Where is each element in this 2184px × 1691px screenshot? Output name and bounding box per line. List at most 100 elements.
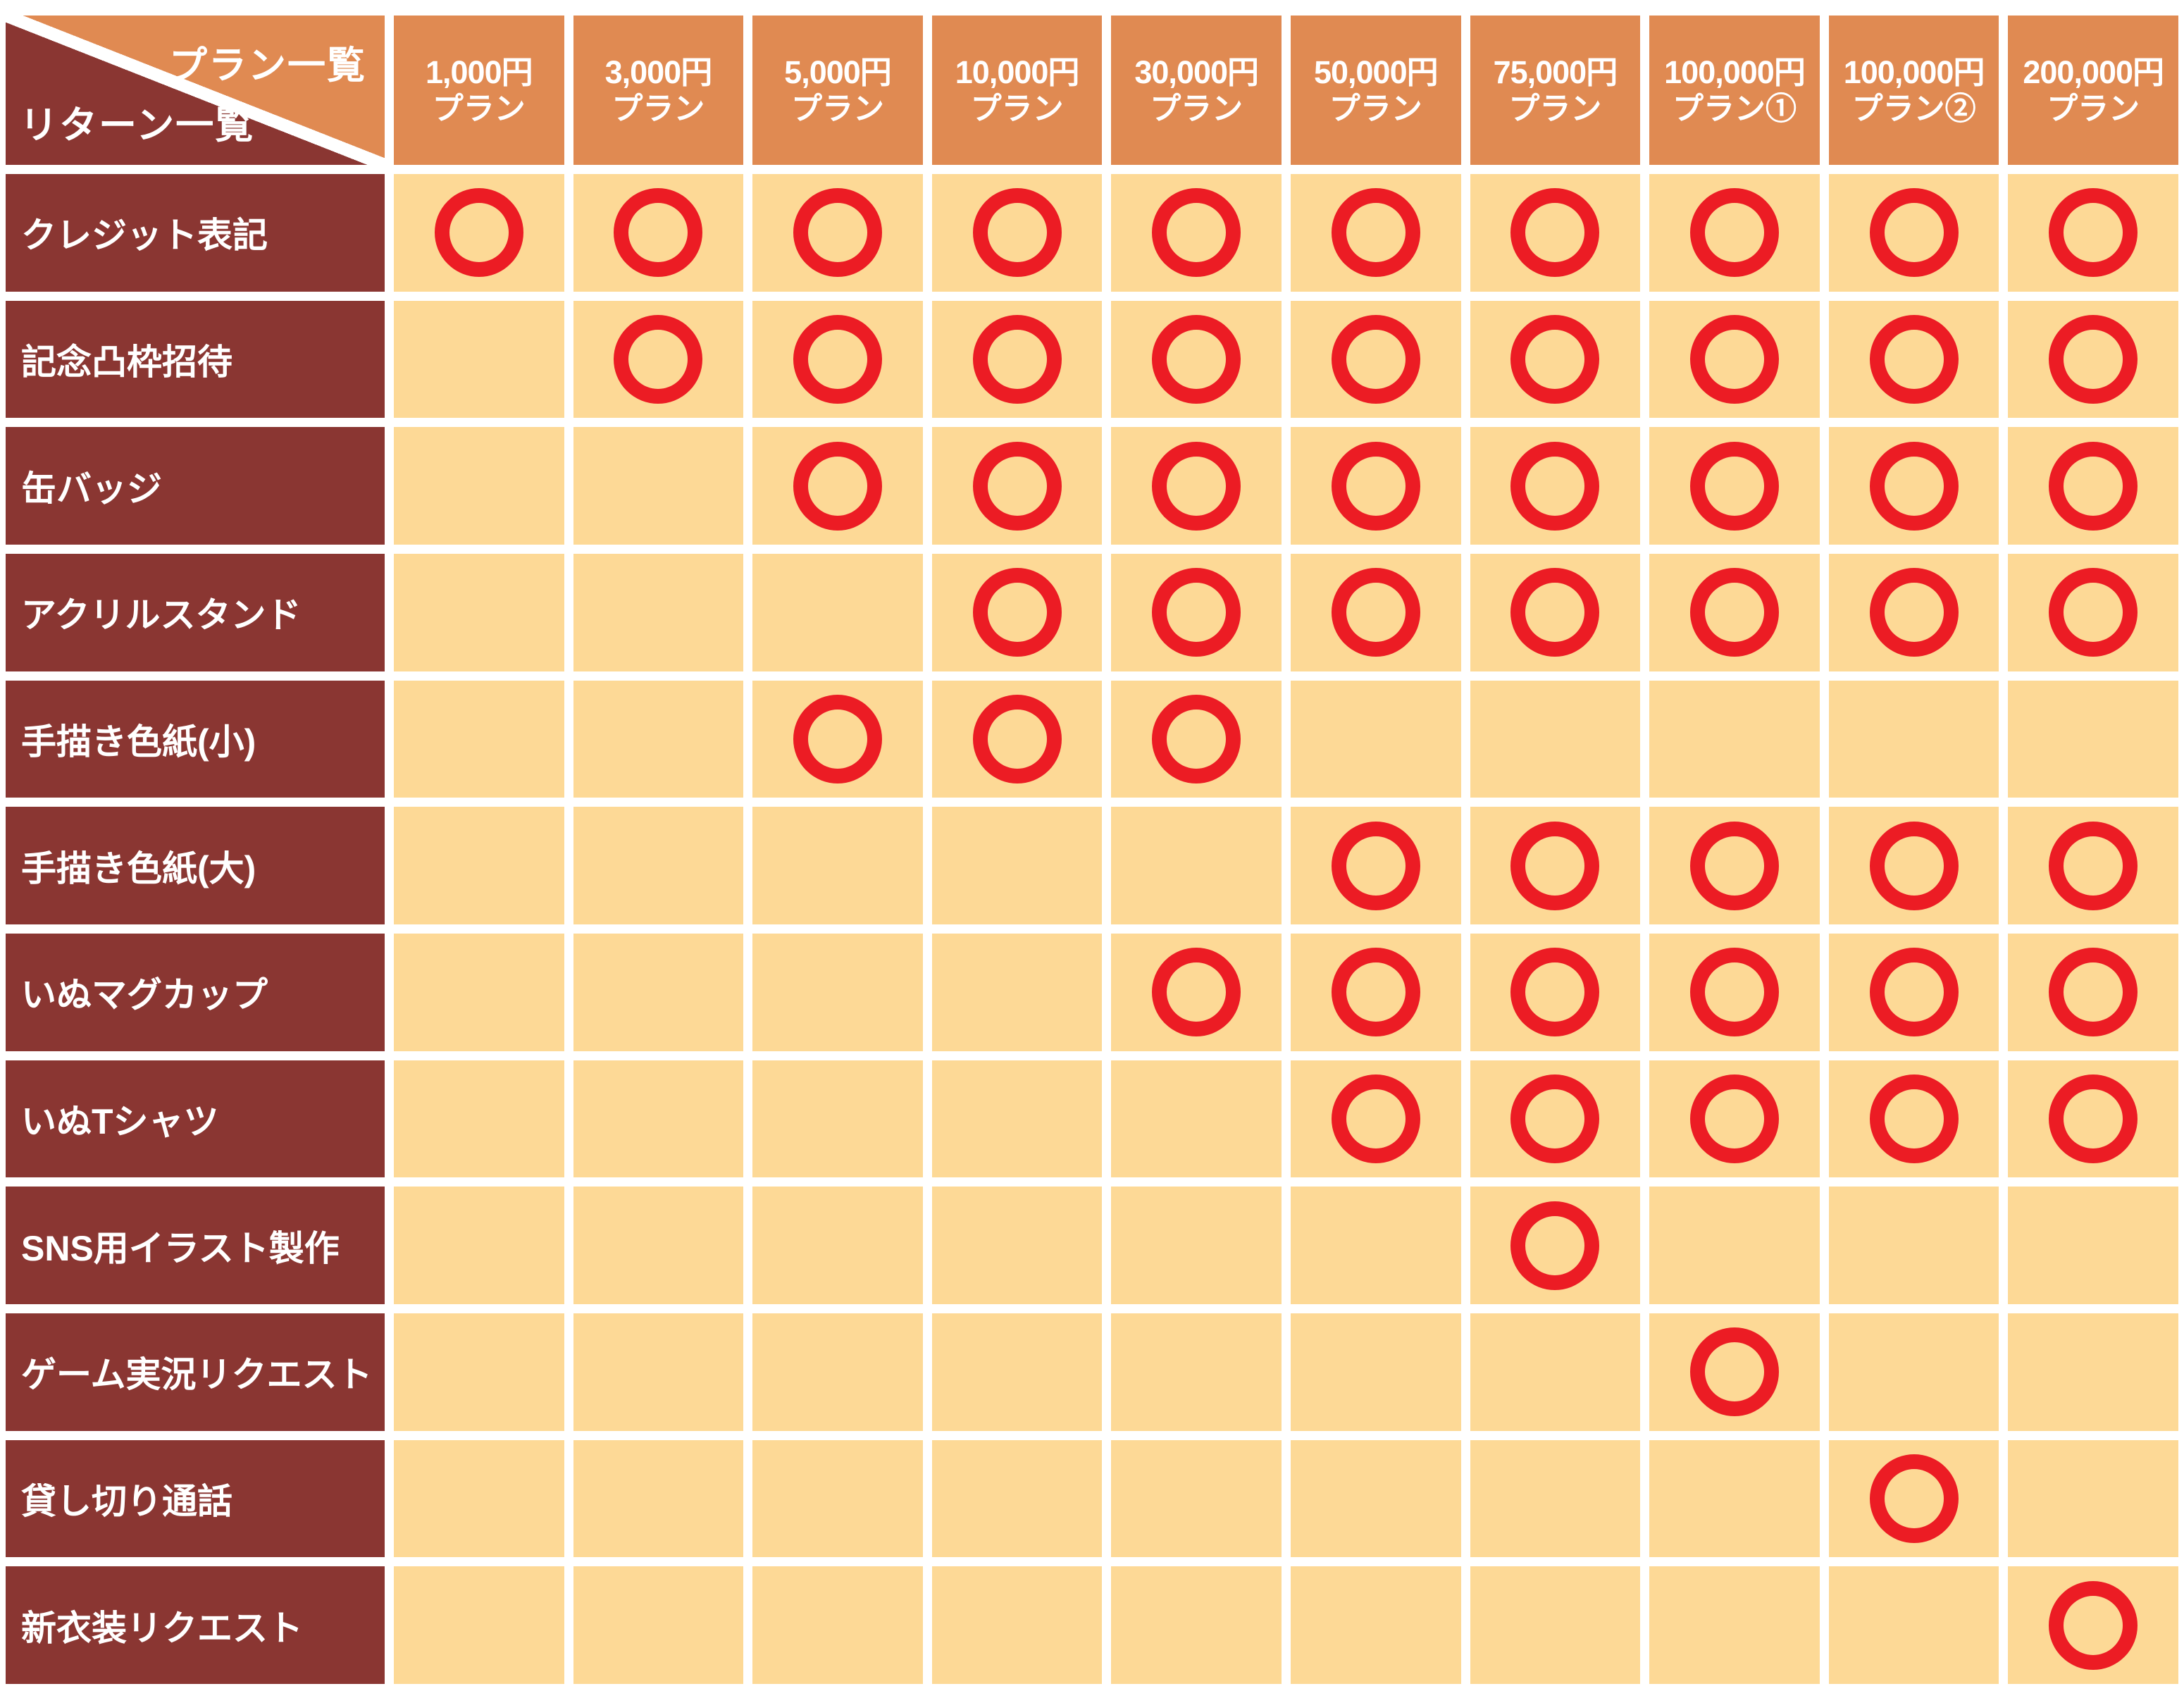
table-cell-r12-c9 xyxy=(1828,1566,1999,1684)
table-cell-r11-c6 xyxy=(1291,1439,1461,1558)
table-cell-r8-c1 xyxy=(394,1060,564,1178)
included-circle-icon xyxy=(1152,694,1241,783)
included-circle-icon xyxy=(1689,568,1779,657)
table-cell-r2-c4 xyxy=(931,300,1103,419)
included-circle-icon xyxy=(1331,188,1420,278)
table-cell-r9-c4 xyxy=(931,1187,1103,1304)
included-circle-icon xyxy=(1689,948,1779,1037)
table-cell-r3-c1 xyxy=(394,427,564,545)
return-row-label-7: いぬマグカップ xyxy=(6,934,385,1051)
table-cell-r11-c5 xyxy=(1111,1439,1282,1558)
plan-price-label: 100,000円 xyxy=(1664,54,1806,90)
included-circle-icon xyxy=(1869,1074,1959,1163)
table-cell-r9-c10 xyxy=(2008,1187,2178,1304)
table-cell-r5-c6 xyxy=(1291,680,1461,798)
included-circle-icon xyxy=(793,314,882,404)
included-circle-icon xyxy=(1331,441,1420,531)
included-circle-icon xyxy=(1331,948,1420,1037)
table-cell-r6-c7 xyxy=(1470,807,1641,924)
plan-column-header-7: 75,000円 プラン xyxy=(1470,16,1641,165)
table-cell-r11-c4 xyxy=(931,1439,1103,1558)
table-cell-r2-c5 xyxy=(1111,300,1282,419)
plan-price-label: 1,000円 xyxy=(425,54,533,90)
included-circle-icon xyxy=(1331,1074,1420,1163)
included-circle-icon xyxy=(1689,821,1779,910)
included-circle-icon xyxy=(1510,568,1600,657)
included-circle-icon xyxy=(1152,568,1241,657)
return-row-label-12: 新衣装リクエスト xyxy=(6,1566,385,1684)
table-cell-r1-c8 xyxy=(1649,174,1820,292)
table-cell-r3-c8 xyxy=(1649,427,1820,545)
table-cell-r1-c9 xyxy=(1828,174,1999,292)
plan-suffix-label: プラン xyxy=(1508,91,1602,126)
table-cell-r12-c4 xyxy=(931,1566,1103,1684)
table-cell-r1-c10 xyxy=(2008,174,2178,292)
table-cell-r8-c6 xyxy=(1291,1060,1461,1178)
table-cell-r4-c6 xyxy=(1291,554,1461,671)
return-row-label-2: 記念凸枠招待 xyxy=(6,300,385,419)
table-cell-r4-c4 xyxy=(931,554,1103,671)
included-circle-icon xyxy=(1152,188,1241,278)
table-cell-r8-c4 xyxy=(931,1060,1103,1178)
table-cell-r4-c8 xyxy=(1649,554,1820,671)
table-cell-r9-c8 xyxy=(1649,1187,1820,1304)
table-cell-r11-c2 xyxy=(573,1439,744,1558)
plan-suffix-label: プラン xyxy=(1150,91,1243,126)
included-circle-icon xyxy=(1869,1454,1959,1543)
table-cell-r6-c6 xyxy=(1291,807,1461,924)
table-cell-r9-c6 xyxy=(1291,1187,1461,1304)
table-cell-r11-c10 xyxy=(2008,1439,2178,1558)
plan-price-label: 10,000円 xyxy=(955,54,1080,90)
plan-suffix-label: プラン① xyxy=(1672,91,1797,126)
table-cell-r11-c3 xyxy=(752,1439,923,1558)
table-cell-r8-c7 xyxy=(1470,1060,1641,1178)
table-cell-r10-c8 xyxy=(1649,1313,1820,1431)
return-row-label-9: SNS用イラスト製作 xyxy=(6,1187,385,1304)
table-cell-r4-c1 xyxy=(394,554,564,671)
table-cell-r9-c2 xyxy=(573,1187,744,1304)
plan-suffix-label: プラン xyxy=(790,91,884,126)
plans-returns-comparison-table: プラン一覧 リターン一覧 1,000円 プラン 3,000円 プラン 5,000円 プラン… xyxy=(6,16,2178,1684)
plan-column-header-9: 100,000円 プラン② xyxy=(1828,16,1999,165)
table-cell-r2-c8 xyxy=(1649,300,1820,419)
included-circle-icon xyxy=(1152,441,1241,531)
table-cell-r11-c7 xyxy=(1470,1439,1641,1558)
table-cell-r6-c2 xyxy=(573,807,744,924)
plan-suffix-label: プラン xyxy=(970,91,1064,126)
included-circle-icon xyxy=(1331,314,1420,404)
table-cell-r3-c10 xyxy=(2008,427,2178,545)
table-cell-r7-c1 xyxy=(394,934,564,1051)
included-circle-icon xyxy=(793,441,882,531)
table-cell-r2-c3 xyxy=(752,300,923,419)
plan-column-header-3: 5,000円 プラン xyxy=(752,16,923,165)
table-cell-r2-c1 xyxy=(394,300,564,419)
included-circle-icon xyxy=(1689,188,1779,278)
return-row-label-11: 貸し切り通話 xyxy=(6,1439,385,1558)
table-cell-r10-c7 xyxy=(1470,1313,1641,1431)
table-cell-r10-c6 xyxy=(1291,1313,1461,1431)
table-cell-r2-c7 xyxy=(1470,300,1641,419)
plan-suffix-label: プラン xyxy=(612,91,705,126)
included-circle-icon xyxy=(2049,568,2138,657)
table-cell-r4-c10 xyxy=(2008,554,2178,671)
table-cell-r10-c1 xyxy=(394,1313,564,1431)
table-cell-r2-c9 xyxy=(1828,300,1999,419)
included-circle-icon xyxy=(793,694,882,783)
table-cell-r5-c5 xyxy=(1111,680,1282,798)
table-cell-r5-c4 xyxy=(931,680,1103,798)
table-cell-r6-c4 xyxy=(931,807,1103,924)
table-cell-r4-c7 xyxy=(1470,554,1641,671)
table-cell-r1-c7 xyxy=(1470,174,1641,292)
plan-column-header-4: 10,000円 プラン xyxy=(931,16,1103,165)
included-circle-icon xyxy=(1510,188,1600,278)
return-row-label-5: 手描き色紙(小) xyxy=(6,680,385,798)
table-cell-r8-c9 xyxy=(1828,1060,1999,1178)
return-row-label-8: いぬTシャツ xyxy=(6,1060,385,1178)
included-circle-icon xyxy=(1689,1074,1779,1163)
table-cell-r6-c1 xyxy=(394,807,564,924)
return-row-label-1: クレジット表記 xyxy=(6,174,385,292)
included-circle-icon xyxy=(972,188,1062,278)
table-cell-r7-c7 xyxy=(1470,934,1641,1051)
table-cell-r12-c7 xyxy=(1470,1566,1641,1684)
table-cell-r1-c6 xyxy=(1291,174,1461,292)
